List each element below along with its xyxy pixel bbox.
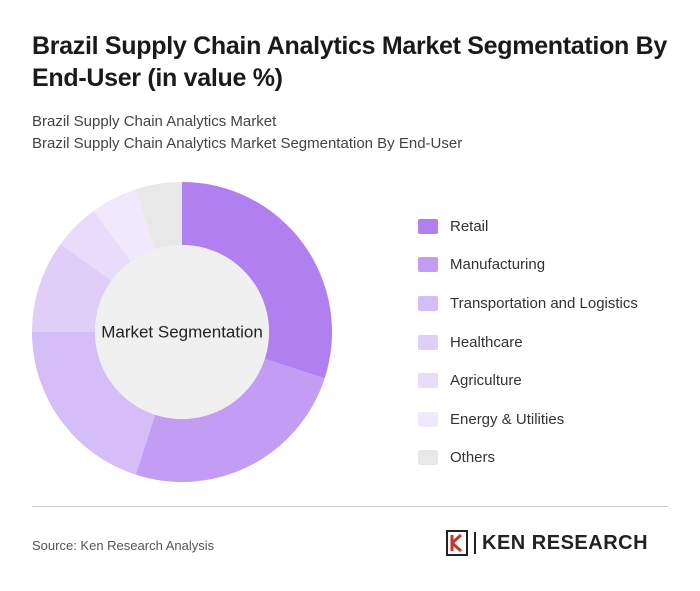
donut-hole — [95, 245, 269, 419]
donut-slice — [182, 182, 332, 379]
legend-label: Others — [450, 449, 496, 467]
divider — [32, 506, 668, 507]
source: Source: Ken Research Analysis — [32, 538, 215, 553]
legend-label: Energy & Utilities — [450, 410, 565, 428]
legend-label: Healthcare — [450, 333, 523, 351]
legend-swatch — [418, 257, 438, 273]
legend-swatch — [418, 373, 438, 389]
legend-label: Transportation and Logistics — [450, 294, 638, 312]
donut-slice — [135, 358, 325, 483]
donut-slice — [32, 243, 112, 332]
legend-item: Healthcare — [418, 323, 638, 362]
legend-label: Retail — [450, 217, 489, 235]
legend-swatch — [418, 218, 438, 234]
subtitle: Brazil Supply Chain Analytics Market — [32, 113, 277, 130]
donut-slice — [93, 189, 156, 262]
legend-item: Retail — [418, 207, 638, 246]
chart-title: Brazil Supply Chain Analytics Market Seg… — [32, 32, 668, 92]
center-label: Market Segmentation — [101, 322, 263, 341]
donut-chart: Market Segmentation — [32, 182, 332, 483]
logo: KEN RESEARCH — [446, 530, 648, 556]
donut-slice — [60, 210, 131, 281]
legend-swatch — [418, 450, 438, 466]
legend-item: Agriculture — [418, 361, 638, 400]
logo-icon — [446, 530, 468, 556]
legend-swatch — [418, 295, 438, 311]
donut-slice — [32, 332, 156, 475]
logo-bar — [474, 532, 476, 554]
legend-item: Others — [418, 439, 638, 478]
legend-swatch — [418, 411, 438, 427]
legend-label: Manufacturing — [450, 256, 546, 274]
legend-item: Energy & Utilities — [418, 400, 638, 439]
legend-label: Agriculture — [450, 372, 522, 390]
legend-item: Transportation and Logistics — [418, 284, 638, 323]
donut-slice — [135, 182, 182, 250]
legend-swatch — [418, 334, 438, 350]
legend-item: Manufacturing — [418, 246, 638, 285]
legend: Retail Manufacturing Transportation and Lo… — [418, 207, 638, 477]
logo-text: KEN RESEARCH — [482, 531, 649, 554]
subtitle: Brazil Supply Chain Analytics Market Seg… — [32, 135, 463, 152]
